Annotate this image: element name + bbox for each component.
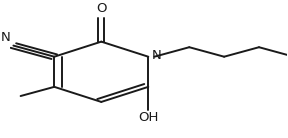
Text: O: O bbox=[96, 2, 107, 15]
Text: N: N bbox=[1, 31, 11, 44]
Text: N: N bbox=[152, 49, 162, 62]
Text: OH: OH bbox=[138, 111, 158, 124]
